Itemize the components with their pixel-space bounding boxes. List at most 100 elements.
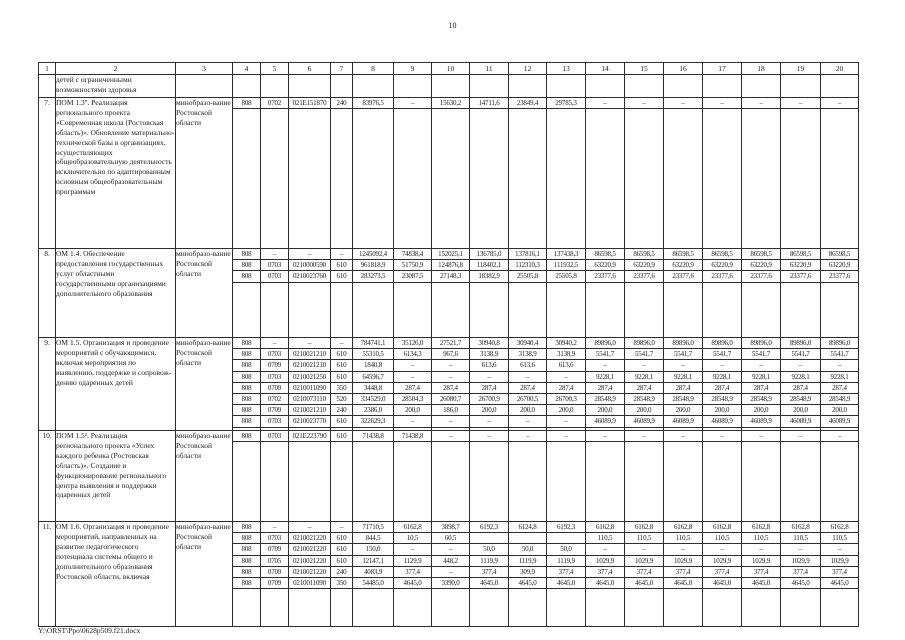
- table-cell-value: 86598,5: [781, 250, 820, 261]
- table-cell-value: 1029,9: [781, 556, 820, 567]
- table-cell-value: 23377,6: [821, 271, 858, 283]
- table-cell-value: –: [432, 544, 469, 556]
- table-cell-value: 0705: [261, 556, 288, 567]
- table-cell-value: 89896,0: [742, 339, 780, 350]
- table-cell-value: 613,6: [509, 360, 546, 372]
- table-cell-value: –: [664, 360, 702, 372]
- table-cell-value: 1029,9: [742, 556, 780, 567]
- row-name-cell: ОМ 1.6. Организация и проведение меропри…: [55, 521, 176, 627]
- table-cell-value: 0709: [261, 544, 288, 556]
- table-cell: 137816,1 112310,3 25505,8: [508, 248, 547, 338]
- table-cell: 6162,8 10,5–1129,9 377,4 4645,0: [393, 521, 432, 627]
- table-cell-value: 23377,6: [781, 271, 820, 283]
- table-cell-value: –: [331, 523, 352, 534]
- table-cell: 6162,8 110,5–1029,9 377,4 4645,0: [624, 521, 664, 627]
- table-cell-value: 808: [233, 339, 260, 350]
- table-cell: –: [624, 430, 664, 522]
- table-cell-value: 1119,9: [509, 556, 546, 567]
- table-cell-value: –: [703, 99, 741, 110]
- table-cell-value: 200,0: [742, 405, 780, 417]
- table-cell-value: 4645,0: [664, 578, 702, 590]
- table-cell-value: –: [781, 544, 820, 556]
- table-cell-value: 0210021210: [289, 405, 330, 417]
- table-cell-value: –: [586, 544, 624, 556]
- column-number-header: 3: [175, 62, 233, 75]
- table-cell-value: 89896,0: [821, 339, 858, 350]
- table-cell-value: 350: [331, 383, 352, 394]
- table-cell-value: 0709: [261, 405, 288, 417]
- table-cell: 30940,4 3138,9 613,6–287,4 26700,5 200,0–: [508, 337, 547, 431]
- table-cell-value: –: [547, 416, 585, 428]
- table-cell-value: –: [742, 432, 780, 443]
- table-cell-value: 29785,3: [547, 99, 585, 110]
- table-cell-value: 4645,0: [547, 578, 585, 590]
- table-cell-value: 137816,1: [509, 250, 546, 261]
- table-cell-value: 808: [233, 405, 260, 417]
- table-cell: 152025,1 124876,8 27148,3: [431, 248, 470, 338]
- table-cell-value: 0210021250: [289, 372, 330, 383]
- table-cell-value: 287,4: [547, 383, 585, 394]
- table-cell-value: 5541,7: [586, 349, 624, 361]
- table-cell: [702, 74, 742, 98]
- table-cell-value: 0709: [261, 360, 288, 372]
- column-number-header: 13: [546, 62, 586, 75]
- table-cell-value: 0702: [261, 99, 288, 110]
- table-cell-value: 50,0: [547, 544, 585, 556]
- table-cell-value: 28548,9: [742, 394, 780, 406]
- table-cell: 89896,0 5541,7–9228,1 287,4 28548,9 200,0 460…: [702, 337, 742, 431]
- table-cell-value: 86598,5: [821, 250, 858, 261]
- table-cell-value: 808: [233, 271, 260, 283]
- table-cell-value: –: [394, 416, 431, 428]
- table-cell-value: 46089,9: [586, 416, 624, 428]
- table-cell-value: 0210011090: [289, 578, 330, 590]
- table-cell-value: 610: [331, 372, 352, 383]
- table-cell-value: 46089,9: [625, 416, 663, 428]
- table-cell-value: 287,4: [781, 383, 820, 394]
- table-cell-value: –: [703, 432, 741, 443]
- table-cell-value: 610: [331, 544, 352, 556]
- table-cell-value: 6162,8: [821, 523, 858, 534]
- table-cell: [585, 74, 625, 98]
- table-cell: 27521,7 967,6– –287,4 26080,7 186,0–: [431, 337, 470, 431]
- table-cell-value: 808: [233, 556, 260, 567]
- table-cell-value: 808: [233, 250, 260, 261]
- table-cell: 3898,7 60,5–448,2–3390,0: [431, 521, 470, 627]
- table-cell-value: 6134,3: [394, 349, 431, 361]
- table-cell: 6162,8 110,5–1029,9 377,4 4645,0: [663, 521, 703, 627]
- table-cell-value: 808: [233, 372, 260, 383]
- table-cell-value: –: [432, 567, 469, 578]
- column-number-header: 18: [741, 62, 781, 75]
- table-cell-value: 6162,8: [664, 523, 702, 534]
- table-cell-value: 287,4: [821, 383, 858, 394]
- table-cell-value: 287,4: [509, 383, 546, 394]
- table-cell: 86598,5 63220,9 23377,6: [624, 248, 664, 338]
- table-cell: 6124,8 50,0 1119,9 309,9 4645,0: [508, 521, 547, 627]
- table-cell-value: –: [289, 250, 330, 261]
- table-cell: 137438,3 111932,5 25505,8: [546, 248, 586, 338]
- table-cell-value: 89896,0: [625, 339, 663, 350]
- table-cell-value: 287,4: [664, 383, 702, 394]
- column-number-header: 4: [232, 62, 261, 75]
- table-cell-value: –: [742, 360, 780, 372]
- table-cell-value: 6162,8: [781, 523, 820, 534]
- column-number-header: 19: [780, 62, 821, 75]
- table-cell-value: 0703: [261, 349, 288, 361]
- table-row: 8. ОМ 1.4. Обеспечение предоставления гос…: [38, 248, 859, 338]
- table-cell-value: 4645,0: [781, 578, 820, 590]
- row-executor-cell: [175, 74, 233, 98]
- table-cell-value: 610: [331, 432, 352, 443]
- table-cell-value: 6162,8: [586, 523, 624, 534]
- table-cell-value: 63220,9: [781, 260, 820, 272]
- table-cell-value: –: [821, 99, 858, 110]
- table-cell-value: 6192,3: [547, 523, 585, 534]
- table-cell-value: 55310,5: [353, 349, 393, 361]
- table-cell-value: 0210073110: [289, 394, 330, 406]
- table-cell-value: 0210023770: [289, 416, 330, 428]
- table-cell-value: 6162,8: [703, 523, 741, 534]
- table-cell-value: 23377,6: [586, 271, 624, 283]
- table-cell-value: 200,0: [470, 405, 508, 417]
- table-cell: –: [702, 97, 742, 249]
- table-cell: –610 610: [330, 248, 353, 338]
- table-cell-value: –: [703, 544, 741, 556]
- table-cell: –0210021220 0210021220 0210021220 021002122…: [288, 521, 331, 627]
